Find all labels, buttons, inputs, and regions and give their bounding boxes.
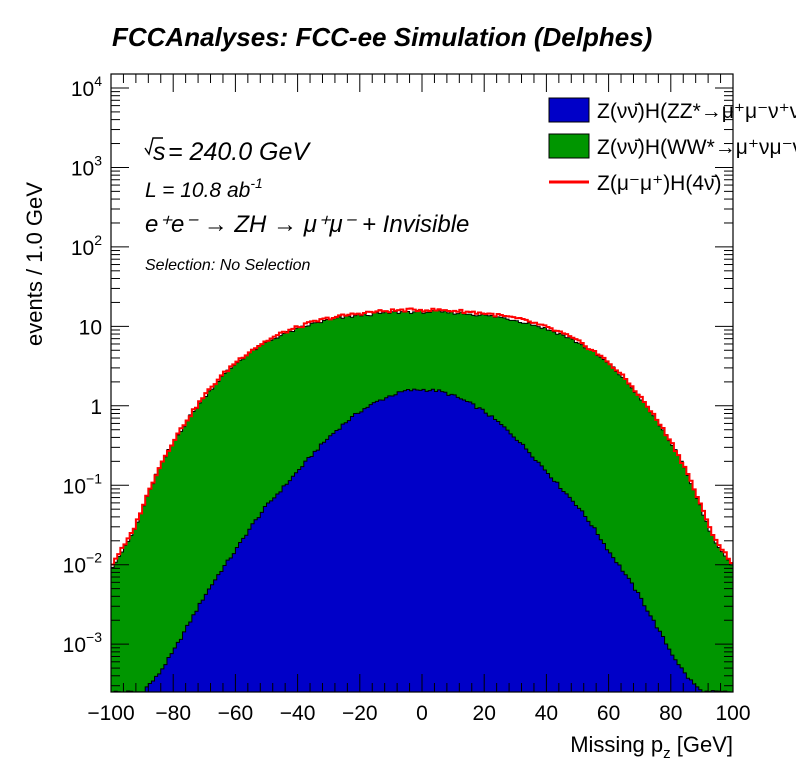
annotation-luminosity: L = 10.8 ab-1 xyxy=(145,175,263,202)
y-tick-label: 10−1 xyxy=(63,470,103,498)
x-tick-label: 20 xyxy=(473,702,496,725)
x-axis-label-sub: z xyxy=(663,745,671,762)
x-tick-label: −100 xyxy=(87,702,134,725)
x-tick-label: −20 xyxy=(342,702,378,725)
annotation-sqrt-s: s = 240.0 GeV xyxy=(144,137,311,166)
x-tick-label: 0 xyxy=(416,702,428,725)
y-tick-base: 10 xyxy=(63,555,86,578)
x-tick-label: 100 xyxy=(715,702,750,725)
y-tick-exponent: 3 xyxy=(94,152,102,168)
y-tick-base: 10 xyxy=(79,316,102,339)
legend-label-zz: Z(νν̄)H(ZZ*→μ⁺μ⁻ν⁺ν⁻) xyxy=(597,100,796,123)
y-tick-exponent: 4 xyxy=(94,73,102,89)
y-tick-base: 10 xyxy=(71,157,94,180)
x-axis-label-text: Missing p xyxy=(570,732,663,757)
data-layer xyxy=(110,307,734,693)
x-axis-label: Missing pz [GeV] xyxy=(570,732,733,762)
annotation-energy: = 240.0 GeV xyxy=(168,138,311,166)
y-tick-label: 10−2 xyxy=(63,550,103,578)
x-tick-label: −80 xyxy=(155,702,191,725)
legend-label-4nu: Z(μ⁻μ⁺)H(4ν̄) xyxy=(597,172,722,195)
y-tick-label: 104 xyxy=(71,73,102,101)
x-tick-label: 60 xyxy=(597,702,620,725)
series-4nu-line xyxy=(111,307,733,566)
y-tick-label: 10 xyxy=(79,316,102,339)
y-tick-exponent: 2 xyxy=(94,232,102,248)
y-tick-exponent: −1 xyxy=(86,470,102,486)
series-zz-histogram xyxy=(111,388,733,693)
chart-title: FCCAnalyses: FCC-ee Simulation (Delphes) xyxy=(112,22,652,52)
annotation-sqrt-s-symbol: s xyxy=(153,138,166,166)
y-tick-base: 1 xyxy=(90,396,102,419)
y-tick-base: 10 xyxy=(63,634,86,657)
y-tick-exponent: −2 xyxy=(86,550,102,566)
x-tick-label: 40 xyxy=(535,702,558,725)
axis-ticks: −100 −80 −60 −40 −20 0 20 40 60 80 100104103102101… xyxy=(63,73,751,725)
legend-swatch-ww xyxy=(548,133,590,159)
annotation-selection: Selection: No Selection xyxy=(145,257,311,274)
x-tick-label: −40 xyxy=(280,702,316,725)
y-tick-label: 102 xyxy=(71,232,102,260)
legend-label-ww: Z(νν̄)H(WW*→μ⁺νμ⁻ν) xyxy=(597,136,796,159)
legend: Z(νν̄)H(ZZ*→μ⁺μ⁻ν⁺ν⁻) Z(νν̄)H(WW*→μ⁺νμ⁻ν… xyxy=(548,97,796,195)
annotation-luminosity-exp: -1 xyxy=(250,175,262,191)
x-tick-label: 80 xyxy=(659,702,682,725)
y-tick-base: 10 xyxy=(71,78,94,101)
annotation-process: e⁺e⁻ → ZH → μ⁺μ⁻ + Invisible xyxy=(145,211,469,238)
y-tick-base: 10 xyxy=(63,475,86,498)
y-tick-label: 10−3 xyxy=(63,629,103,657)
y-tick-base: 10 xyxy=(71,237,94,260)
y-tick-label: 1 xyxy=(90,396,102,419)
y-axis-label: events / 1.0 GeV xyxy=(22,182,47,346)
legend-swatch-zz xyxy=(548,97,590,123)
annotation-luminosity-text: L = 10.8 ab xyxy=(145,179,251,202)
x-axis-label-unit: [GeV] xyxy=(671,732,733,757)
y-tick-exponent: −3 xyxy=(86,629,102,645)
x-tick-label: −60 xyxy=(218,702,254,725)
y-tick-label: 103 xyxy=(71,152,102,180)
